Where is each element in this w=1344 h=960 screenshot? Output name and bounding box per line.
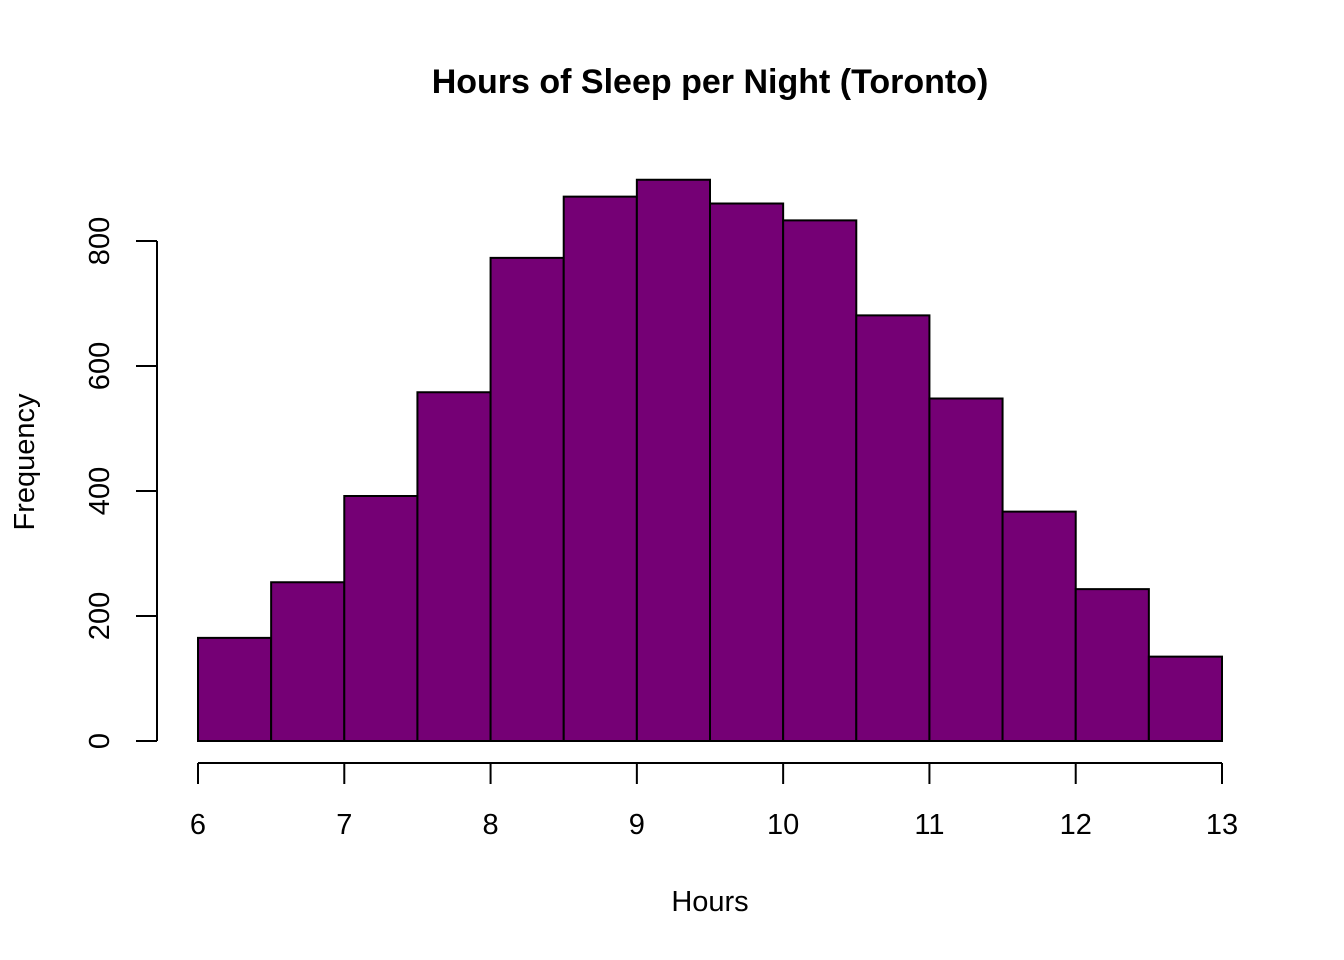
x-tick-label: 8 [483, 809, 499, 841]
y-tick-label: 0 [84, 733, 116, 749]
x-tick-label: 9 [629, 809, 645, 841]
histogram-bar [343, 495, 419, 742]
x-tick-label: 10 [767, 809, 799, 841]
y-tick-label: 800 [84, 217, 116, 265]
histogram-bar [1074, 588, 1150, 742]
histogram-bar [855, 314, 931, 742]
x-tick-label: 11 [914, 809, 944, 841]
bars-group [197, 178, 1224, 742]
x-tick-label: 13 [1206, 809, 1238, 841]
histogram-bar [270, 581, 346, 742]
histogram-bar [489, 256, 565, 742]
y-tick-label: 400 [84, 467, 116, 515]
chart-title: Hours of Sleep per Night (Toronto) [432, 63, 989, 101]
y-tick-label: 200 [84, 592, 116, 640]
histogram-bar [562, 195, 638, 742]
histogram-bar [709, 202, 785, 742]
histogram-bar [1001, 510, 1077, 742]
x-axis-label: Hours [671, 886, 748, 918]
x-tick-label: 12 [1060, 809, 1092, 841]
histogram-bar [416, 391, 492, 742]
y-axis-label: Frequency [9, 393, 41, 531]
histogram-bar [1147, 655, 1224, 742]
y-tick-label: 600 [84, 342, 116, 390]
histogram-bar [928, 397, 1004, 742]
histogram-bar [635, 178, 711, 742]
y-axis: 0 200 400 600 800 [84, 217, 158, 749]
x-tick-label: 7 [336, 809, 352, 841]
x-axis: 6 7 8 9 10 11 12 13 [190, 762, 1238, 841]
histogram-bar [782, 219, 858, 742]
histogram-bar [197, 636, 273, 742]
x-tick-label: 6 [190, 809, 206, 841]
